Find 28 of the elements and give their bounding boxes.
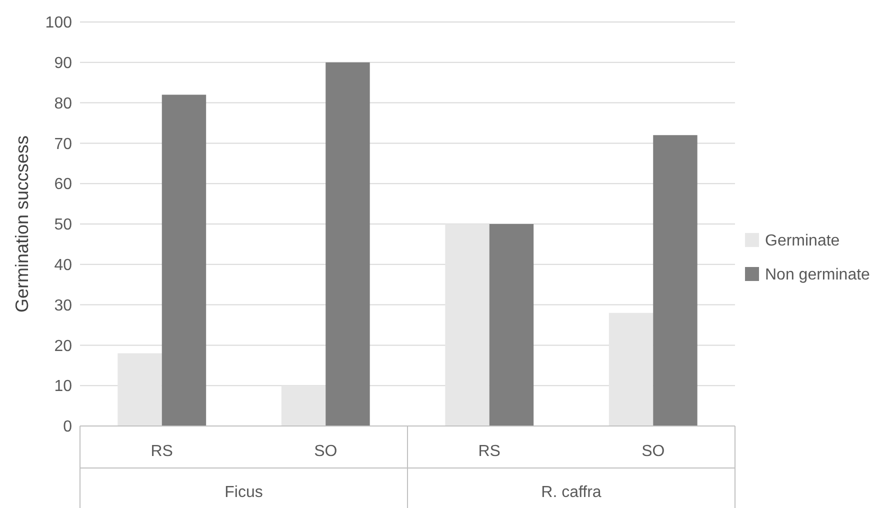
- text: R. caffra: [541, 484, 602, 501]
- y-tick-label: 10: [54, 378, 72, 396]
- bar: [162, 94, 206, 426]
- x-tick-label: SO: [642, 443, 665, 460]
- legend-label: Germinate: [765, 232, 840, 250]
- bar: [608, 312, 654, 426]
- x-tick-label: RS: [150, 443, 173, 460]
- y-tick-label: 20: [54, 338, 72, 355]
- y-tick-label: 50: [54, 216, 72, 234]
- bar: [118, 353, 162, 426]
- y-tick-label: 100: [45, 14, 72, 32]
- bar: [281, 386, 326, 426]
- legend-label: Non germinate: [765, 266, 870, 284]
- text: Ficus: [224, 484, 263, 501]
- y-tick-label: 70: [54, 136, 72, 153]
- x-tick-label: SO: [314, 443, 338, 460]
- y-axis-title: Germination succsess: [12, 135, 32, 313]
- bar: [445, 224, 490, 426]
- y-tick-label: 80: [54, 95, 72, 112]
- y-tick-label: 40: [54, 257, 72, 274]
- bar: [489, 224, 534, 426]
- x-tick-label: RS: [478, 443, 500, 460]
- bar: [653, 135, 698, 426]
- y-tick-label: 30: [54, 297, 72, 314]
- y-tick-label: 60: [54, 176, 72, 194]
- bar: [326, 62, 370, 426]
- y-tick-label: 0: [63, 418, 72, 436]
- y-tick-label: 90: [54, 55, 72, 72]
